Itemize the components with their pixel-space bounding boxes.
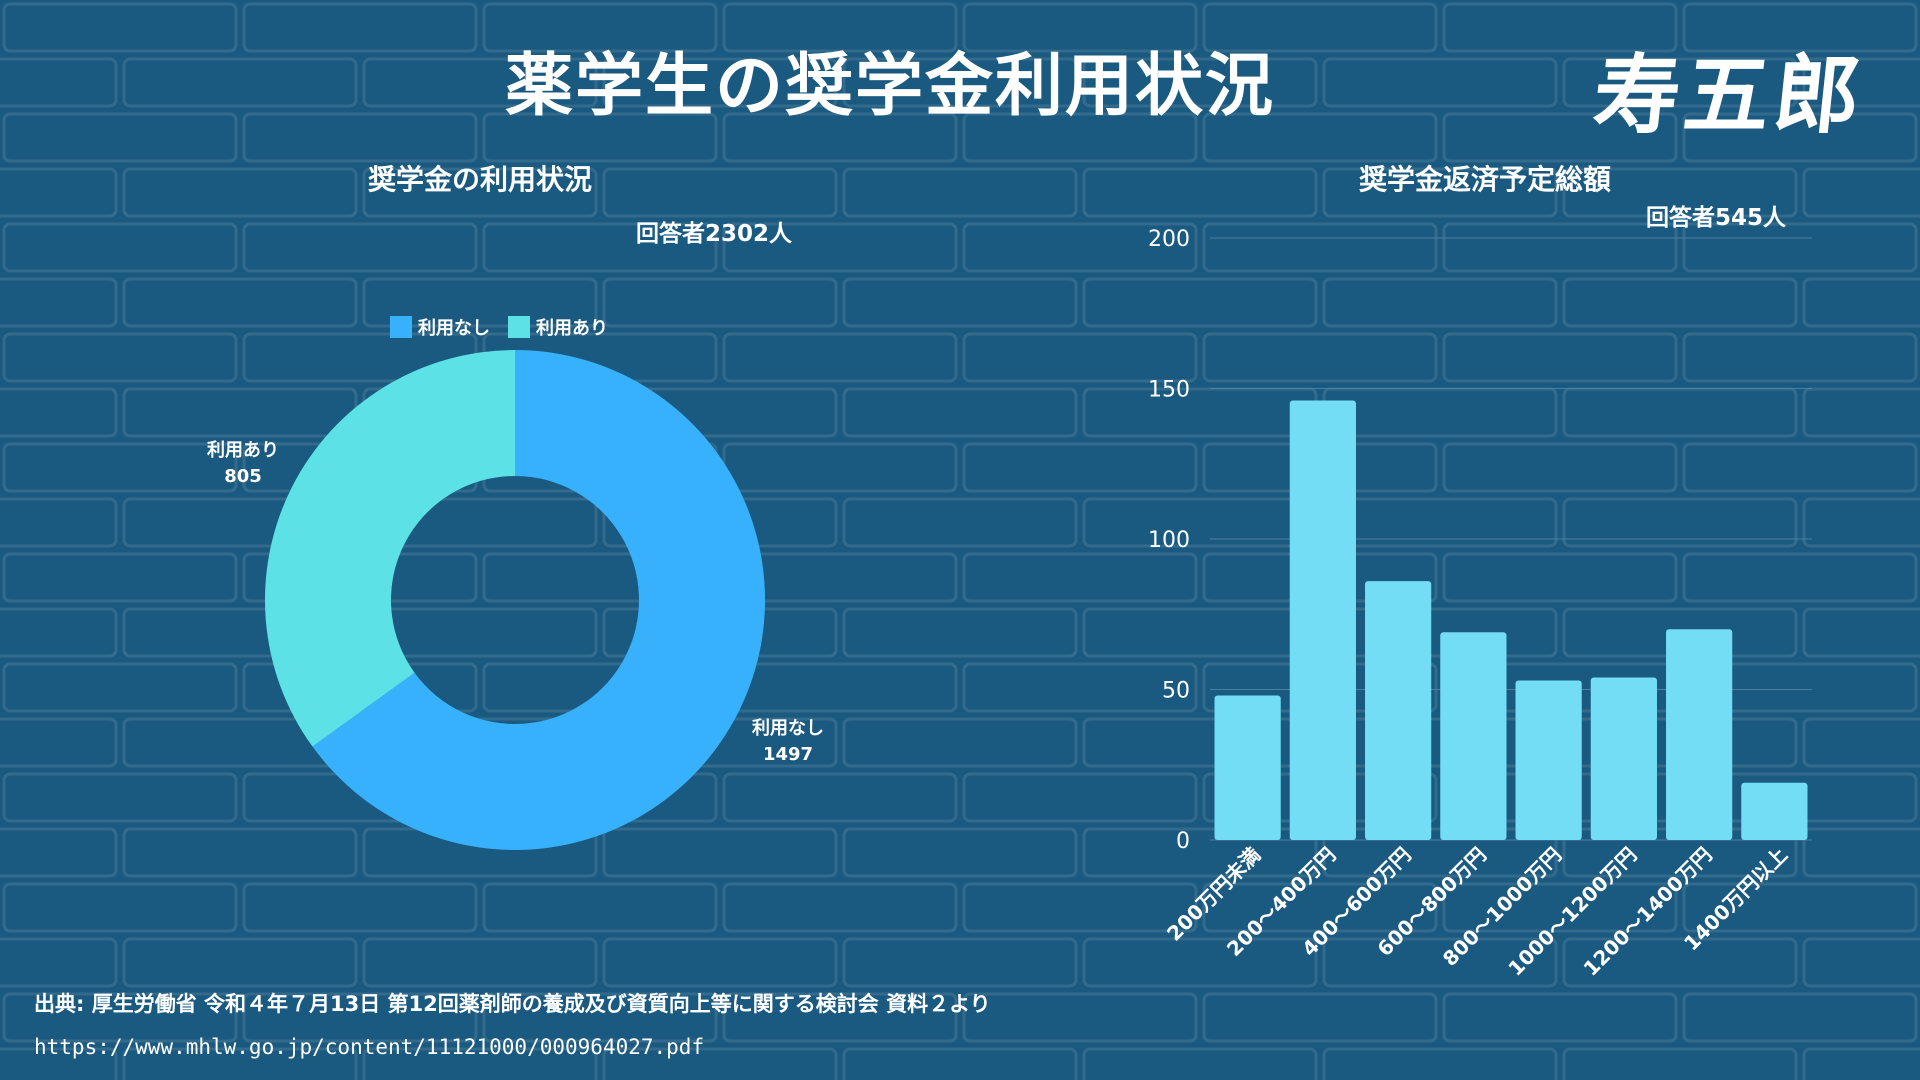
pie-label-used-name: 利用あり — [207, 440, 279, 461]
legend-swatch-none — [390, 316, 412, 338]
x-tick-label: 1000〜1200万円 — [1503, 843, 1641, 981]
source-url[interactable]: https://www.mhlw.go.jp/content/11121000/… — [34, 1035, 705, 1059]
pie-label-none-name: 利用なし — [752, 718, 824, 739]
source-note: 出典: 厚生労働省 令和４年７月13日 第12回薬剤師の養成及び資質向上等に関す… — [34, 992, 991, 1016]
donut-slice-used — [265, 350, 515, 747]
legend-item-used: 利用あり — [508, 314, 608, 340]
legend-label-none: 利用なし — [418, 318, 490, 339]
legend-swatch-used — [508, 316, 530, 338]
bar — [1214, 695, 1281, 840]
pie-label-none: 利用なし 1497 — [733, 716, 843, 768]
donut-slice-none — [312, 350, 765, 850]
bar — [1440, 632, 1507, 840]
pie-label-used: 利用あり 805 — [188, 438, 298, 490]
legend-label-used: 利用あり — [536, 318, 608, 339]
bar — [1666, 629, 1733, 840]
pie-label-used-value: 805 — [224, 466, 262, 487]
donut-respondents: 回答者2302人 — [636, 221, 793, 247]
bar — [1515, 680, 1582, 840]
y-tick-label: 200 — [1148, 227, 1190, 252]
legend-item-none: 利用なし — [390, 314, 490, 340]
y-tick-label: 50 — [1162, 679, 1190, 704]
bar-chart-title: 奨学金返済予定総額 — [1358, 163, 1611, 196]
x-tick-label: 1200〜1400万円 — [1579, 843, 1717, 981]
donut-chart-title: 奨学金の利用状況 — [367, 163, 592, 196]
y-tick-label: 100 — [1148, 528, 1190, 553]
y-tick-label: 0 — [1176, 829, 1190, 854]
bar — [1365, 581, 1432, 840]
bar — [1741, 782, 1808, 840]
page-title: 薬学生の奨学金利用状況 — [504, 47, 1275, 126]
bar — [1590, 677, 1657, 840]
bar — [1289, 400, 1356, 840]
y-tick-label: 150 — [1148, 378, 1190, 403]
pie-label-none-value: 1497 — [762, 744, 814, 765]
bar-respondents: 回答者545人 — [1646, 205, 1787, 231]
donut-legend: 利用なし 利用あり — [390, 314, 608, 340]
